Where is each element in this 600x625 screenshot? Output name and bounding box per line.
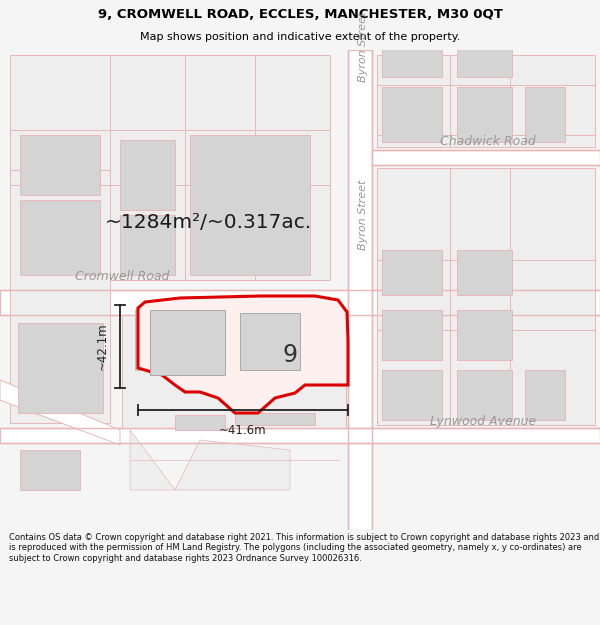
- Text: Lynwood Avenue: Lynwood Avenue: [430, 415, 536, 428]
- Bar: [135, 310, 220, 370]
- Text: 9, CROMWELL ROAD, ECCLES, MANCHESTER, M30 0QT: 9, CROMWELL ROAD, ECCLES, MANCHESTER, M3…: [98, 8, 502, 21]
- Polygon shape: [130, 430, 175, 490]
- Bar: [150, 310, 225, 375]
- Bar: [10, 55, 330, 280]
- Text: Contains OS data © Crown copyright and database right 2021. This information is : Contains OS data © Crown copyright and d…: [9, 533, 599, 563]
- Text: ~41.6m: ~41.6m: [219, 424, 267, 437]
- Bar: [348, 50, 372, 530]
- Bar: [382, 22, 442, 77]
- Bar: [382, 310, 442, 360]
- Bar: [382, 87, 442, 142]
- Polygon shape: [0, 380, 120, 445]
- Bar: [377, 168, 595, 425]
- Bar: [20, 200, 100, 275]
- Bar: [120, 140, 175, 210]
- Text: Byron Street: Byron Street: [358, 179, 368, 250]
- Bar: [0, 290, 600, 315]
- Bar: [190, 135, 310, 275]
- Polygon shape: [20, 450, 80, 490]
- Bar: [120, 215, 175, 275]
- Bar: [457, 310, 512, 360]
- Bar: [457, 370, 512, 420]
- Bar: [372, 150, 600, 165]
- Bar: [235, 413, 315, 425]
- Text: Chadwick Road: Chadwick Road: [440, 135, 536, 148]
- Text: Cromwell Road: Cromwell Road: [75, 270, 169, 283]
- Text: 9: 9: [283, 343, 298, 367]
- Bar: [20, 135, 100, 195]
- Bar: [382, 250, 442, 295]
- Bar: [525, 87, 565, 142]
- Bar: [18, 323, 103, 413]
- Bar: [175, 415, 225, 430]
- Bar: [235, 310, 325, 370]
- Text: Map shows position and indicative extent of the property.: Map shows position and indicative extent…: [140, 32, 460, 43]
- Bar: [10, 170, 110, 423]
- Bar: [457, 87, 512, 142]
- Bar: [525, 370, 565, 420]
- Bar: [240, 313, 300, 370]
- Bar: [0, 428, 600, 443]
- Polygon shape: [175, 440, 290, 490]
- Bar: [377, 55, 595, 147]
- Bar: [382, 370, 442, 420]
- Polygon shape: [138, 296, 348, 413]
- Bar: [457, 250, 512, 295]
- Text: ~42.1m: ~42.1m: [95, 322, 109, 370]
- Text: Byron Street: Byron Street: [358, 12, 368, 82]
- Bar: [122, 315, 346, 428]
- Bar: [457, 22, 512, 77]
- Text: ~1284m²/~0.317ac.: ~1284m²/~0.317ac.: [105, 213, 312, 231]
